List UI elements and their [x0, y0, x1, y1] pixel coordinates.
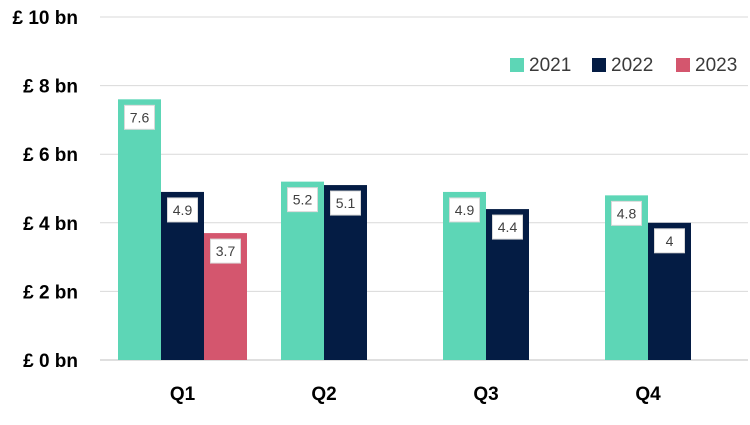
legend-item-2022: 2022	[592, 55, 653, 76]
data-label-2022-Q3: 4.4	[492, 214, 523, 240]
legend-item-2021: 2021	[510, 55, 571, 76]
data-label-2021-Q4: 4.8	[611, 200, 642, 226]
legend-item-2023: 2023	[676, 55, 737, 76]
legend-label: 2022	[611, 55, 653, 76]
y-tick-label: £ 8 bn	[23, 77, 78, 98]
data-label-text: 4.4	[498, 219, 518, 235]
legend-label: 2023	[695, 55, 737, 76]
legend-swatch	[592, 58, 606, 72]
y-tick-label: £ 2 bn	[23, 282, 78, 303]
data-label-box	[330, 190, 361, 216]
x-tick-label-Q1: Q1	[170, 384, 196, 405]
legend-swatch	[676, 58, 690, 72]
data-label-box	[124, 104, 155, 130]
data-label-box	[611, 200, 642, 226]
data-label-text: 5.1	[336, 195, 356, 211]
data-label-text: 4.9	[455, 202, 475, 218]
legend: 2021 2022 2023	[510, 55, 737, 76]
legend-swatch	[510, 58, 524, 72]
x-tick-label-Q4: Q4	[635, 384, 661, 405]
data-label-2022-Q1: 4.9	[167, 197, 198, 223]
data-label-text: 5.2	[293, 192, 313, 208]
data-label-2022-Q4: 4	[654, 228, 685, 254]
y-tick-label: £ 4 bn	[23, 214, 78, 235]
y-tick-label: £ 0 bn	[23, 351, 78, 372]
y-tick-label: £ 6 bn	[23, 145, 78, 166]
legend-label: 2021	[529, 55, 571, 76]
data-label-2023-Q1: 3.7	[210, 238, 241, 264]
data-labels: 7.6 4.9 3.7 5.2 5.1 4.9 4.4 4.8 4	[124, 104, 685, 264]
data-label-text: 7.6	[130, 109, 150, 125]
data-label-text: 3.7	[216, 243, 236, 259]
data-label-box	[492, 214, 523, 240]
y-tick-label: £ 10 bn	[13, 8, 78, 29]
data-label-box	[654, 228, 685, 254]
data-label-2021-Q3: 4.9	[449, 197, 480, 223]
data-label-box	[210, 238, 241, 264]
x-tick-label-Q3: Q3	[473, 384, 498, 405]
data-label-text: 4	[666, 233, 674, 249]
data-label-box	[449, 197, 480, 223]
data-label-box	[167, 197, 198, 223]
data-label-box	[287, 187, 318, 213]
data-label-text: 4.8	[617, 205, 637, 221]
data-label-text: 4.9	[173, 202, 193, 218]
x-tick-label-Q2: Q2	[311, 384, 336, 405]
data-label-2021-Q1: 7.6	[124, 104, 155, 130]
y-axis-tick-labels: £ 0 bn £ 2 bn £ 4 bn £ 6 bn £ 8 bn £ 10 bn	[13, 8, 78, 372]
data-label-2022-Q2: 5.1	[330, 190, 361, 216]
x-axis-tick-labels: Q1 Q2 Q3 Q4	[170, 384, 661, 405]
bars	[118, 99, 691, 360]
data-label-2021-Q2: 5.2	[287, 187, 318, 213]
bar-2021-Q1	[118, 99, 161, 360]
